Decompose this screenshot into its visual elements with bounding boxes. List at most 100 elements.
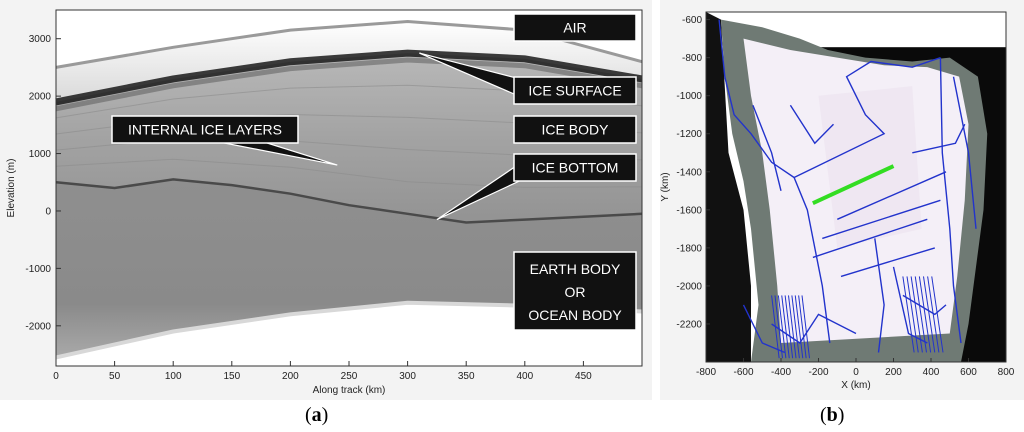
panel-a-radargram: 0 50 100 150 200 250 300 350 400 450 3000 2000 1000 0…	[0, 0, 652, 400]
annotation-label: ICE SURFACE	[528, 83, 621, 99]
highlighted-track-segment	[812, 164, 895, 205]
flight-line	[771, 295, 780, 359]
x-tick-label: -600	[733, 367, 753, 378]
annotation-box	[111, 115, 299, 144]
radar-air-band	[56, 21, 642, 102]
x-tick-label: 800	[998, 367, 1015, 378]
x-axis-label: Along track (km)	[313, 385, 386, 396]
ice-surface-line	[55, 49, 643, 106]
flight-line	[781, 295, 790, 359]
flight-line	[910, 276, 923, 353]
x-tick-label: -400	[771, 367, 791, 378]
x-tick-label: 200	[885, 367, 902, 378]
flight-map-chart: -800 -600 -400 -200 0 200 400 600 800-600-800-10…	[660, 11, 1015, 391]
x-tick-label: 450	[575, 371, 592, 382]
flight-line	[812, 218, 928, 259]
x-tick-label: 50	[109, 371, 121, 382]
radar-earth-band	[56, 179, 642, 358]
x-tick-label: 200	[282, 371, 299, 382]
panel-b-flight-map: -800 -600 -400 -200 0 200 400 600 800 -600 -800 -10…	[660, 0, 1024, 400]
flight-line	[774, 295, 783, 359]
y-tick-label: -1200	[676, 129, 702, 140]
annotation-box	[513, 13, 637, 42]
flight-line	[793, 57, 941, 179]
flight-line	[771, 313, 857, 344]
annotation-label: ICE BOTTOM	[532, 160, 619, 176]
ocean-left-region	[706, 12, 751, 362]
y-tick-label: -1400	[676, 167, 702, 178]
x-tick-label: -800	[696, 367, 716, 378]
flight-line	[837, 171, 947, 220]
flight-line	[906, 276, 919, 353]
flight-line	[794, 295, 804, 359]
flight-line	[918, 276, 932, 353]
flight-line	[789, 104, 835, 145]
flight-line	[874, 238, 885, 353]
y-tick-label: 0	[45, 206, 51, 217]
flight-line	[927, 276, 940, 353]
y-tick-label: 2000	[29, 92, 52, 103]
x-tick-label: -200	[808, 367, 828, 378]
flight-line	[892, 266, 928, 344]
internal-layer-line	[55, 158, 643, 188]
x-tick-label: 100	[165, 371, 182, 382]
y-tick-label: -2000	[25, 321, 51, 332]
x-tick-label: 150	[223, 371, 240, 382]
y-tick-label: -1600	[676, 205, 702, 216]
flight-line	[939, 57, 962, 344]
x-tick-label: 400	[923, 367, 940, 378]
flight-line	[798, 295, 807, 359]
annotation-box	[513, 76, 637, 105]
annotation-box	[513, 251, 637, 331]
x-tick-label: 350	[458, 371, 475, 382]
flight-line	[931, 276, 944, 353]
caption-b: (b)	[820, 404, 845, 426]
flight-line	[912, 123, 966, 154]
ice-bottom-line	[55, 178, 643, 224]
annotation-label: OR	[565, 284, 586, 300]
annotation-label: INTERNAL ICE LAYERS	[128, 122, 282, 138]
y-tick-label: -2000	[676, 281, 702, 292]
ice-surface-shadow	[55, 57, 643, 112]
flight-line	[784, 295, 794, 359]
flight-line	[752, 104, 782, 191]
x-tick-label: 250	[341, 371, 358, 382]
flight-line	[840, 247, 936, 278]
flight-line	[914, 276, 927, 353]
caption-a: (a)	[305, 404, 329, 426]
flight-line	[902, 276, 915, 353]
x-axis-label: X (km)	[841, 380, 870, 391]
radargram-chart: 0 50 100 150 200 250 300 350 400 450 3000 2000 1000 0…	[6, 9, 643, 396]
annotation-label: ICE BODY	[542, 122, 610, 138]
y-tick-label: -800	[682, 53, 702, 64]
flight-line	[952, 76, 977, 229]
x-tick-label: 400	[516, 371, 533, 382]
x-tick-label: 0	[53, 371, 59, 382]
flight-line	[902, 294, 947, 316]
annotation-box	[513, 153, 637, 182]
flight-line	[788, 295, 797, 359]
flight-line	[777, 295, 787, 359]
y-tick-label: -1000	[676, 91, 702, 102]
annotation-label: OCEAN BODY	[528, 307, 622, 323]
annotation-label: AIR	[563, 20, 586, 36]
x-tick-label: 600	[960, 367, 977, 378]
y-tick-label: -600	[682, 15, 702, 26]
flight-line	[801, 295, 810, 359]
flight-line	[718, 19, 831, 344]
flight-line	[923, 276, 936, 353]
x-tick-label: 300	[399, 371, 416, 382]
y-tick-label: -1800	[676, 243, 702, 254]
flight-line	[742, 304, 786, 354]
ice-interior-tint	[818, 86, 922, 248]
y-tick-label: 1000	[29, 149, 52, 160]
flight-line	[822, 199, 941, 240]
y-axis-label: Elevation (m)	[6, 159, 17, 218]
y-tick-label: -1000	[25, 264, 51, 275]
annotation-box	[513, 115, 637, 144]
x-tick-label: 0	[853, 367, 859, 378]
annotation-label: EARTH BODY	[530, 261, 621, 277]
y-tick-label: -2200	[676, 319, 702, 330]
y-tick-label: 3000	[29, 34, 52, 45]
y-axis-label: Y (km)	[660, 172, 671, 201]
